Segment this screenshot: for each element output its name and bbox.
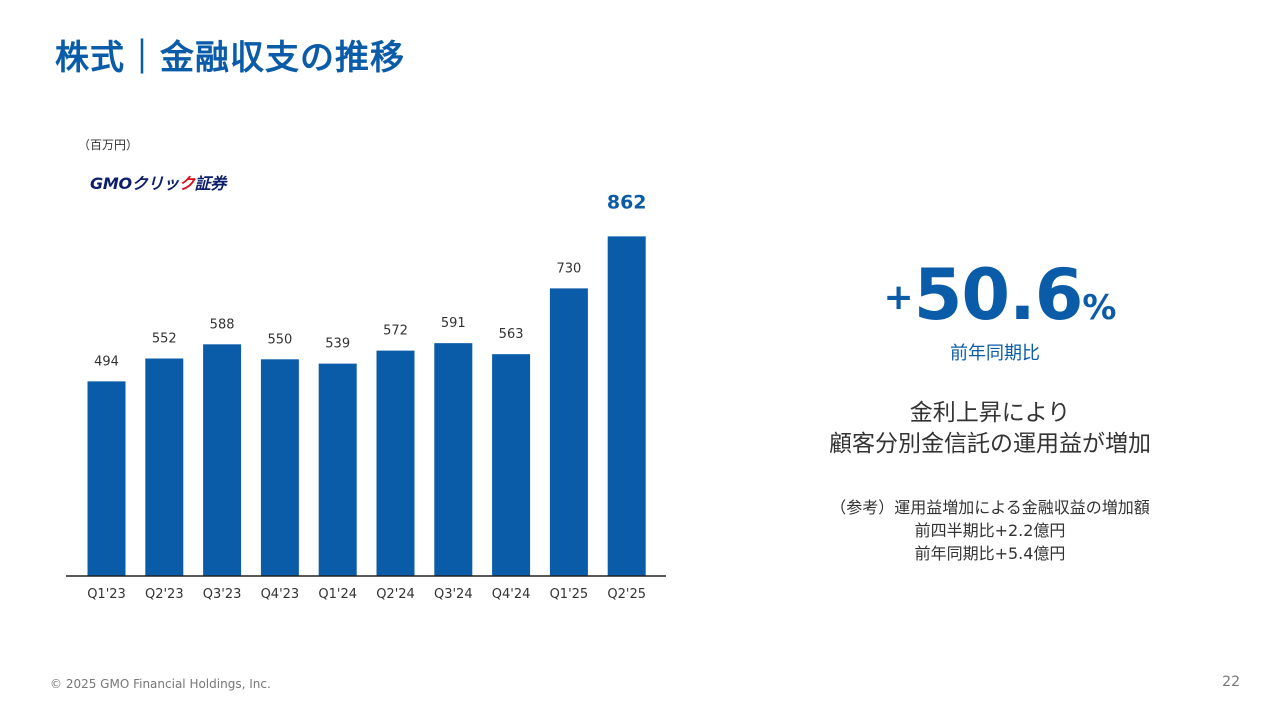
bar (376, 350, 415, 576)
data-label: 563 (499, 327, 524, 342)
data-label: 730 (556, 261, 581, 276)
data-label: 588 (210, 317, 235, 332)
data-label: 550 (267, 332, 292, 347)
x-tick-label: Q4'23 (261, 587, 300, 602)
reference-note-line: （参考）運用益増加による金融収益の増加額 (830, 498, 1150, 517)
x-tick-label: Q3'24 (434, 587, 473, 602)
kpi-label: 前年同期比 (950, 343, 1040, 364)
x-tick-label: Q1'25 (550, 587, 589, 602)
data-label: 572 (383, 324, 408, 339)
x-tick-label: Q2'23 (145, 587, 184, 602)
logo-text-accent: ク (178, 174, 195, 193)
x-tick-label: Q3'23 (203, 587, 242, 602)
data-label: 862 (607, 191, 647, 213)
unit-label: （百万円） (78, 138, 139, 152)
reference-note-line: 前年同期比+5.4億円 (914, 544, 1066, 563)
bar (203, 344, 242, 576)
x-tick-label: Q2'24 (376, 587, 415, 602)
bar (87, 381, 126, 576)
bar-chart: 494 Q1'23 552 Q2'23 588 Q3'23 550 Q4'23 539 Q1'24… (66, 191, 666, 602)
bar (318, 363, 357, 576)
x-tick-label: Q1'23 (87, 587, 126, 602)
data-label: 591 (441, 316, 466, 331)
bar (492, 354, 531, 576)
page-number: 22 (1222, 674, 1240, 690)
key-message-line: 金利上昇により (909, 400, 1071, 426)
kpi-unit: % (1082, 288, 1117, 328)
gmo-click-logo: GMOクリック証券 (90, 170, 226, 194)
logo-text-main: GMOクリッ (90, 174, 179, 193)
page-title: 株式｜金融収支の推移 (55, 38, 405, 78)
logo-text-end: 証券 (194, 174, 227, 193)
x-tick-label: Q1'24 (318, 587, 357, 602)
yoy-kpi: +50.6% (870, 254, 1130, 336)
kpi-value: 50.6 (913, 254, 1084, 336)
bar (434, 343, 473, 576)
copyright: © 2025 GMO Financial Holdings, Inc. (50, 677, 271, 691)
key-message: 金利上昇により 顧客分別金信託の運用益が増加 (790, 398, 1190, 460)
kpi-sign: + (883, 277, 914, 318)
x-tick-label: Q4'24 (492, 587, 531, 602)
x-tick-label: Q2'25 (607, 587, 646, 602)
bar (607, 236, 646, 576)
bar (549, 288, 588, 576)
bar (145, 358, 184, 576)
reference-note-line: 前四半期比+2.2億円 (914, 521, 1066, 540)
data-label: 539 (325, 337, 350, 352)
key-message-line: 顧客分別金信託の運用益が増加 (829, 431, 1151, 457)
bar (260, 359, 299, 576)
data-label: 494 (94, 354, 119, 369)
data-label: 552 (152, 332, 177, 347)
reference-note: （参考）運用益増加による金融収益の増加額 前四半期比+2.2億円 前年同期比+5… (770, 496, 1210, 565)
